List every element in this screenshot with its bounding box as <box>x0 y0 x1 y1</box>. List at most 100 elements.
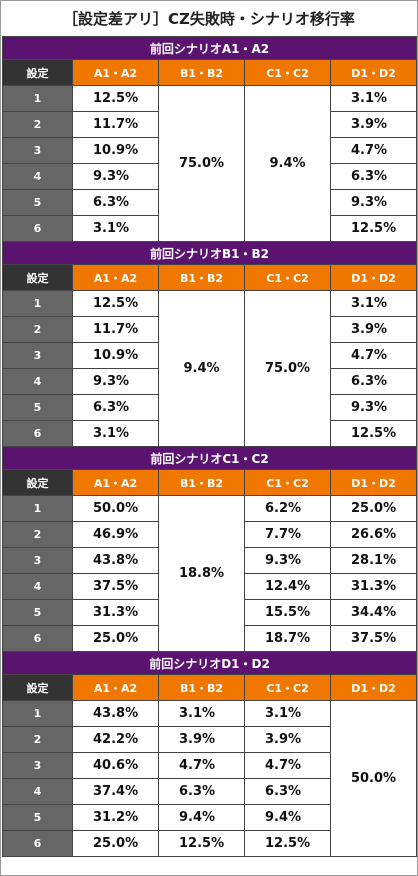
column-header: A1・A2 <box>72 59 159 86</box>
cell: 9.4% <box>158 804 245 831</box>
cell: 25.0% <box>72 830 159 857</box>
row-label: 2 <box>2 111 73 138</box>
data-row: 2 46.9% 7.7% 26.6% <box>2 521 418 548</box>
cell: 9.3% <box>329 394 418 421</box>
cell: 4.7% <box>329 137 418 164</box>
cell: 6.3% <box>72 394 159 421</box>
row-label: 6 <box>2 830 73 857</box>
data-row: 2 11.7% 3.9% <box>2 111 418 138</box>
cell: 12.5% <box>329 420 418 447</box>
cell: 46.9% <box>72 521 159 548</box>
column-header: B1・B2 <box>158 264 245 291</box>
data-row: 3 10.9% 4.7% <box>2 137 418 164</box>
cell: 10.9% <box>72 342 159 369</box>
column-header: 設定 <box>2 264 73 291</box>
cell: 37.4% <box>72 778 159 805</box>
merged-cell: 9.4% <box>244 85 331 242</box>
cell: 9.3% <box>72 163 159 190</box>
cell: 12.4% <box>244 573 331 600</box>
section-title: 前回シナリオB1・B2 <box>1 241 418 265</box>
cell: 4.7% <box>329 342 418 369</box>
cell: 6.3% <box>329 368 418 395</box>
column-header: A1・A2 <box>72 264 159 291</box>
cell: 43.8% <box>72 547 159 574</box>
data-row: 3 10.9% 4.7% <box>2 342 418 369</box>
data-row: 5 6.3% 9.3% <box>2 189 418 216</box>
row-label: 5 <box>2 189 73 216</box>
cell: 34.4% <box>329 599 418 626</box>
merged-cell: 75.0% <box>158 85 245 242</box>
cell: 26.6% <box>329 521 418 548</box>
merged-cell: 18.8% <box>158 495 245 652</box>
section-row: 前回シナリオB1・B2 <box>1 241 418 265</box>
cell: 6.3% <box>329 163 418 190</box>
data-row: 4 9.3% 6.3% <box>2 368 418 395</box>
merged-cell: 75.0% <box>244 290 331 447</box>
data-row: 6 25.0% 18.7% 37.5% <box>2 625 418 652</box>
column-header: A1・A2 <box>72 469 159 496</box>
cell: 3.1% <box>72 215 159 242</box>
row-label: 2 <box>2 726 73 753</box>
row-label: 6 <box>2 420 73 447</box>
data-row: 4 9.3% 6.3% <box>2 163 418 190</box>
cell: 12.5% <box>158 830 245 857</box>
cell: 31.3% <box>329 573 418 600</box>
cell: 11.7% <box>72 316 159 343</box>
cell: 9.4% <box>244 804 331 831</box>
cell: 3.1% <box>329 290 418 317</box>
data-row: 6 3.1% 12.5% <box>2 420 418 447</box>
column-header: 設定 <box>2 674 73 701</box>
cell: 43.8% <box>72 700 159 727</box>
section-row: 前回シナリオA1・A2 <box>1 36 418 60</box>
cell: 3.9% <box>244 726 331 753</box>
cell: 9.3% <box>329 189 418 216</box>
cell: 4.7% <box>158 752 245 779</box>
cell: 7.7% <box>244 521 331 548</box>
data-row: 2 42.2% 3.9% 3.9% <box>2 726 417 753</box>
row-label: 6 <box>2 625 73 652</box>
row-label: 3 <box>2 752 73 779</box>
column-header: C1・C2 <box>244 674 331 701</box>
header-row: 設定 A1・A2 B1・B2 C1・C2 D1・D2 <box>2 674 418 701</box>
row-label: 6 <box>2 215 73 242</box>
data-row: 5 31.2% 9.4% 9.4% <box>2 804 417 831</box>
table: 前回シナリオA1・A2 設定 A1・A2 B1・B2 C1・C2 D1・D2 1 12.5% 7… <box>1 36 418 857</box>
row-label: 1 <box>2 290 73 317</box>
merged-cell: 50.0% <box>329 700 418 857</box>
cell: 18.7% <box>244 625 331 652</box>
column-header: 設定 <box>2 469 73 496</box>
cell: 9.3% <box>72 368 159 395</box>
cell: 3.1% <box>244 700 331 727</box>
cell: 3.9% <box>158 726 245 753</box>
data-row: 1 12.5% 75.0% 9.4% 3.1% <box>2 85 418 242</box>
cell: 15.5% <box>244 599 331 626</box>
column-header: C1・C2 <box>244 264 331 291</box>
column-header: D1・D2 <box>329 469 418 496</box>
section-row: 前回シナリオC1・C2 <box>1 446 418 470</box>
cell: 31.3% <box>72 599 159 626</box>
cell: 25.0% <box>329 495 418 522</box>
table-body: 前回シナリオA1・A2 設定 A1・A2 B1・B2 C1・C2 D1・D2 1 12.5% 7… <box>1 36 418 857</box>
row-label: 4 <box>2 573 73 600</box>
row-label: 5 <box>2 394 73 421</box>
column-header: D1・D2 <box>329 59 418 86</box>
section-title: 前回シナリオD1・D2 <box>1 651 418 675</box>
column-header: D1・D2 <box>329 264 418 291</box>
cell: 25.0% <box>72 625 159 652</box>
column-header: B1・B2 <box>158 469 245 496</box>
section-title: 前回シナリオA1・A2 <box>1 36 418 60</box>
row-label: 3 <box>2 547 73 574</box>
cell: 3.9% <box>329 316 418 343</box>
data-row: 6 25.0% 12.5% 12.5% <box>2 830 417 857</box>
cell: 50.0% <box>72 495 159 522</box>
column-header: C1・C2 <box>244 59 331 86</box>
column-header: 設定 <box>2 59 73 86</box>
header-row: 設定 A1・A2 B1・B2 C1・C2 D1・D2 <box>2 469 418 496</box>
data-row: 3 43.8% 9.3% 28.1% <box>2 547 418 574</box>
column-header: B1・B2 <box>158 674 245 701</box>
section-row: 前回シナリオD1・D2 <box>1 651 418 675</box>
row-label: 3 <box>2 137 73 164</box>
data-row: 1 50.0% 18.8% 6.2% 25.0% <box>2 495 418 652</box>
row-label: 4 <box>2 163 73 190</box>
